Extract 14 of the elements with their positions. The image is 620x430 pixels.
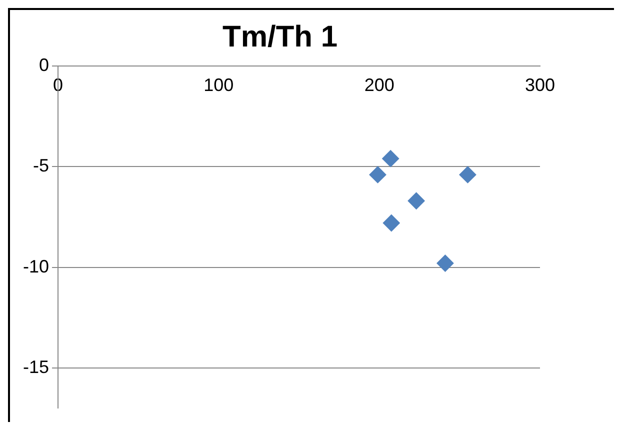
x-tick-label: 100 (204, 74, 234, 95)
point (436, 254, 454, 272)
y-tick-label: -15 (23, 356, 50, 377)
y-tick-label: -10 (23, 256, 50, 276)
y-tick-label: -5 (33, 156, 50, 176)
y-tick-label: 0 (39, 54, 50, 75)
point (369, 166, 386, 184)
chart-title: Tm/Th 1 (222, 20, 338, 54)
point (382, 214, 400, 232)
point (408, 192, 425, 210)
point (459, 166, 476, 184)
point (382, 150, 400, 168)
x-tick-label: 300 (524, 74, 556, 95)
x-tick-label: 200 (364, 74, 394, 95)
